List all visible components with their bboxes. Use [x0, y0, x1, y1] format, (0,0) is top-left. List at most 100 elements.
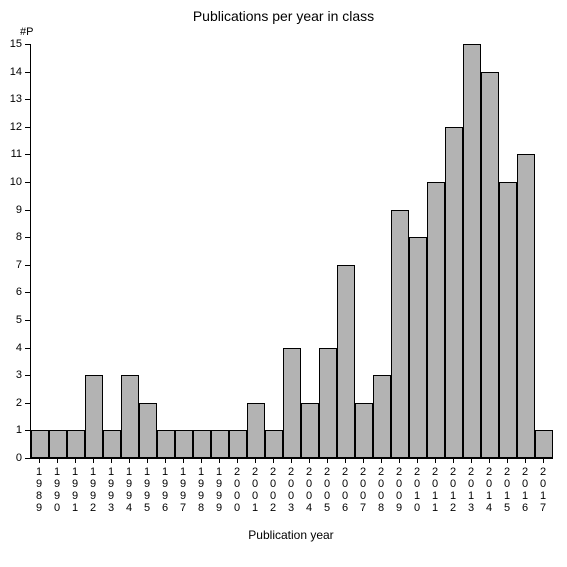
bar: [463, 44, 481, 458]
x-tick-mark: [39, 458, 40, 463]
y-tick-mark: [25, 292, 30, 293]
bar: [409, 237, 427, 458]
bar: [121, 375, 139, 458]
x-tick-label: 2000: [232, 466, 242, 514]
x-tick-label: 2014: [484, 466, 494, 514]
x-tick-label: 2004: [304, 466, 314, 514]
y-tick-mark: [25, 237, 30, 238]
x-tick-label: 1995: [142, 466, 152, 514]
y-tick-label: 15: [0, 39, 22, 50]
bar: [139, 403, 157, 458]
x-tick-label: 2002: [268, 466, 278, 514]
x-tick-mark: [147, 458, 148, 463]
y-tick-mark: [25, 127, 30, 128]
x-tick-mark: [399, 458, 400, 463]
x-tick-label: 1996: [160, 466, 170, 514]
x-tick-mark: [327, 458, 328, 463]
y-tick-label: 8: [0, 232, 22, 243]
bar: [247, 403, 265, 458]
y-tick-label: 1: [0, 425, 22, 436]
x-tick-label: 2013: [466, 466, 476, 514]
bar: [85, 375, 103, 458]
chart-container: Publications per year in class #P Public…: [0, 0, 567, 567]
x-tick-label: 2012: [448, 466, 458, 514]
y-tick-mark: [25, 265, 30, 266]
bar: [175, 430, 193, 458]
bar: [337, 265, 355, 458]
x-tick-mark: [255, 458, 256, 463]
x-tick-mark: [93, 458, 94, 463]
x-tick-mark: [345, 458, 346, 463]
x-tick-mark: [219, 458, 220, 463]
x-tick-label: 1989: [34, 466, 44, 514]
x-tick-label: 2003: [286, 466, 296, 514]
y-tick-label: 4: [0, 343, 22, 354]
y-tick-mark: [25, 182, 30, 183]
x-tick-label: 1998: [196, 466, 206, 514]
x-tick-mark: [309, 458, 310, 463]
bar: [391, 210, 409, 458]
y-tick-label: 11: [0, 149, 22, 160]
x-tick-label: 1994: [124, 466, 134, 514]
y-tick-label: 13: [0, 94, 22, 105]
bar: [499, 182, 517, 458]
bar: [229, 430, 247, 458]
x-tick-mark: [273, 458, 274, 463]
x-tick-label: 2008: [376, 466, 386, 514]
x-tick-mark: [363, 458, 364, 463]
bar: [157, 430, 175, 458]
bar: [535, 430, 553, 458]
bar: [283, 348, 301, 458]
bar: [49, 430, 67, 458]
y-tick-label: 10: [0, 177, 22, 188]
y-tick-mark: [25, 403, 30, 404]
bar: [31, 430, 49, 458]
y-tick-mark: [25, 320, 30, 321]
y-tick-mark: [25, 44, 30, 45]
bar: [103, 430, 121, 458]
bar: [301, 403, 319, 458]
x-tick-label: 2009: [394, 466, 404, 514]
x-tick-label: 1997: [178, 466, 188, 514]
y-tick-mark: [25, 348, 30, 349]
y-tick-mark: [25, 99, 30, 100]
x-tick-mark: [381, 458, 382, 463]
y-tick-mark: [25, 154, 30, 155]
x-tick-mark: [75, 458, 76, 463]
x-tick-label: 1993: [106, 466, 116, 514]
x-tick-mark: [543, 458, 544, 463]
y-tick-label: 5: [0, 315, 22, 326]
x-tick-mark: [111, 458, 112, 463]
x-tick-label: 2017: [538, 466, 548, 514]
bar: [427, 182, 445, 458]
x-tick-label: 2015: [502, 466, 512, 514]
y-tick-label: 3: [0, 370, 22, 381]
y-tick-mark: [25, 375, 30, 376]
x-tick-mark: [57, 458, 58, 463]
x-tick-label: 1999: [214, 466, 224, 514]
x-tick-label: 2011: [430, 466, 440, 514]
x-tick-label: 2007: [358, 466, 368, 514]
bar: [355, 403, 373, 458]
y-tick-mark: [25, 458, 30, 459]
x-tick-mark: [165, 458, 166, 463]
bar: [193, 430, 211, 458]
bar: [481, 72, 499, 458]
x-tick-mark: [453, 458, 454, 463]
x-tick-label: 1991: [70, 466, 80, 514]
plot-area: [30, 44, 553, 459]
bar: [211, 430, 229, 458]
x-tick-mark: [291, 458, 292, 463]
y-axis-label: #P: [20, 26, 33, 38]
bar: [445, 127, 463, 458]
x-tick-mark: [237, 458, 238, 463]
x-tick-label: 2016: [520, 466, 530, 514]
x-tick-mark: [471, 458, 472, 463]
x-tick-mark: [129, 458, 130, 463]
y-tick-label: 6: [0, 287, 22, 298]
y-tick-label: 14: [0, 67, 22, 78]
y-tick-label: 9: [0, 205, 22, 216]
bar: [67, 430, 85, 458]
y-tick-mark: [25, 210, 30, 211]
x-tick-label: 2001: [250, 466, 260, 514]
